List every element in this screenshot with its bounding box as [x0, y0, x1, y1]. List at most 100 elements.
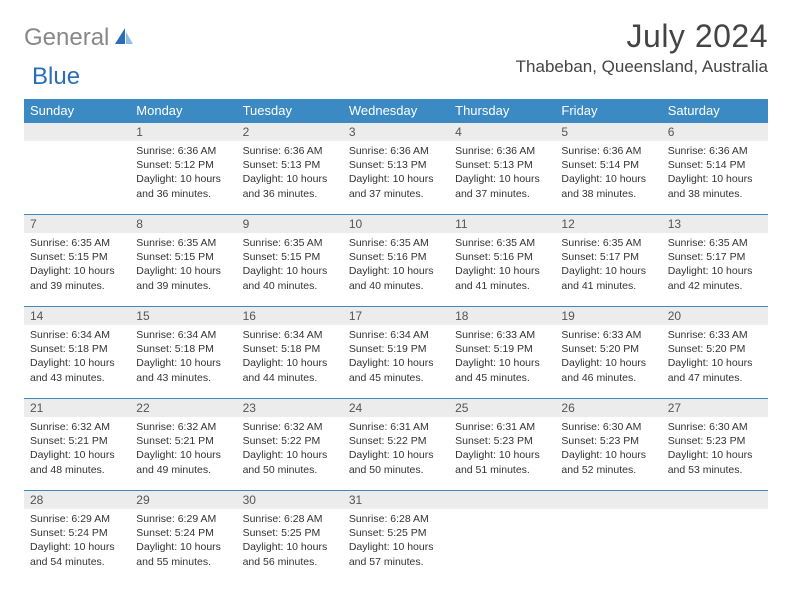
calendar-cell: 25Sunrise: 6:31 AMSunset: 5:23 PMDayligh…	[449, 399, 555, 491]
day-number: 22	[130, 399, 236, 417]
sunrise-text: Sunrise: 6:29 AM	[30, 512, 124, 526]
daylight-text: Daylight: 10 hours and 36 minutes.	[136, 172, 230, 200]
calendar-cell: 22Sunrise: 6:32 AMSunset: 5:21 PMDayligh…	[130, 399, 236, 491]
sunset-text: Sunset: 5:25 PM	[243, 526, 337, 540]
daylight-text: Daylight: 10 hours and 40 minutes.	[243, 264, 337, 292]
calendar-cell: 2Sunrise: 6:36 AMSunset: 5:13 PMDaylight…	[237, 123, 343, 215]
calendar-cell: 17Sunrise: 6:34 AMSunset: 5:19 PMDayligh…	[343, 307, 449, 399]
sunset-text: Sunset: 5:22 PM	[243, 434, 337, 448]
day-details: Sunrise: 6:35 AMSunset: 5:17 PMDaylight:…	[555, 233, 661, 297]
day-details: Sunrise: 6:35 AMSunset: 5:15 PMDaylight:…	[237, 233, 343, 297]
weekday-header: Wednesday	[343, 99, 449, 123]
sunrise-text: Sunrise: 6:31 AM	[455, 420, 549, 434]
location: Thabeban, Queensland, Australia	[516, 57, 768, 77]
calendar-week-row: 1Sunrise: 6:36 AMSunset: 5:12 PMDaylight…	[24, 123, 768, 215]
sunset-text: Sunset: 5:17 PM	[668, 250, 762, 264]
day-details: Sunrise: 6:30 AMSunset: 5:23 PMDaylight:…	[555, 417, 661, 481]
sunset-text: Sunset: 5:25 PM	[349, 526, 443, 540]
sunset-text: Sunset: 5:20 PM	[561, 342, 655, 356]
day-number: 3	[343, 123, 449, 141]
sunset-text: Sunset: 5:20 PM	[668, 342, 762, 356]
daylight-text: Daylight: 10 hours and 46 minutes.	[561, 356, 655, 384]
calendar-cell: 26Sunrise: 6:30 AMSunset: 5:23 PMDayligh…	[555, 399, 661, 491]
weekday-header: Tuesday	[237, 99, 343, 123]
daylight-text: Daylight: 10 hours and 48 minutes.	[30, 448, 124, 476]
day-number: 1	[130, 123, 236, 141]
sunrise-text: Sunrise: 6:35 AM	[349, 236, 443, 250]
day-details: Sunrise: 6:33 AMSunset: 5:20 PMDaylight:…	[555, 325, 661, 389]
day-number: 5	[555, 123, 661, 141]
day-number: 29	[130, 491, 236, 509]
calendar-cell: 8Sunrise: 6:35 AMSunset: 5:15 PMDaylight…	[130, 215, 236, 307]
title-block: July 2024 Thabeban, Queensland, Australi…	[516, 18, 768, 77]
sunrise-text: Sunrise: 6:34 AM	[30, 328, 124, 342]
daylight-text: Daylight: 10 hours and 40 minutes.	[349, 264, 443, 292]
sunrise-text: Sunrise: 6:35 AM	[30, 236, 124, 250]
calendar-cell: 14Sunrise: 6:34 AMSunset: 5:18 PMDayligh…	[24, 307, 130, 399]
day-number: 16	[237, 307, 343, 325]
day-details: Sunrise: 6:29 AMSunset: 5:24 PMDaylight:…	[24, 509, 130, 573]
sunrise-text: Sunrise: 6:36 AM	[455, 144, 549, 158]
daylight-text: Daylight: 10 hours and 56 minutes.	[243, 540, 337, 568]
daylight-text: Daylight: 10 hours and 36 minutes.	[243, 172, 337, 200]
calendar-cell: 29Sunrise: 6:29 AMSunset: 5:24 PMDayligh…	[130, 491, 236, 583]
calendar-cell: 31Sunrise: 6:28 AMSunset: 5:25 PMDayligh…	[343, 491, 449, 583]
day-details: Sunrise: 6:35 AMSunset: 5:16 PMDaylight:…	[343, 233, 449, 297]
day-number: 20	[662, 307, 768, 325]
day-details: Sunrise: 6:35 AMSunset: 5:17 PMDaylight:…	[662, 233, 768, 297]
sunset-text: Sunset: 5:19 PM	[455, 342, 549, 356]
day-details: Sunrise: 6:30 AMSunset: 5:23 PMDaylight:…	[662, 417, 768, 481]
daylight-text: Daylight: 10 hours and 50 minutes.	[349, 448, 443, 476]
daylight-text: Daylight: 10 hours and 50 minutes.	[243, 448, 337, 476]
day-details: Sunrise: 6:35 AMSunset: 5:15 PMDaylight:…	[130, 233, 236, 297]
day-number: 13	[662, 215, 768, 233]
calendar-table: Sunday Monday Tuesday Wednesday Thursday…	[24, 99, 768, 583]
day-number: 19	[555, 307, 661, 325]
day-number: 27	[662, 399, 768, 417]
day-details: Sunrise: 6:36 AMSunset: 5:13 PMDaylight:…	[449, 141, 555, 205]
day-details: Sunrise: 6:33 AMSunset: 5:19 PMDaylight:…	[449, 325, 555, 389]
calendar-cell: 23Sunrise: 6:32 AMSunset: 5:22 PMDayligh…	[237, 399, 343, 491]
daylight-text: Daylight: 10 hours and 37 minutes.	[349, 172, 443, 200]
sunrise-text: Sunrise: 6:28 AM	[349, 512, 443, 526]
calendar-cell: 12Sunrise: 6:35 AMSunset: 5:17 PMDayligh…	[555, 215, 661, 307]
sunrise-text: Sunrise: 6:28 AM	[243, 512, 337, 526]
empty-day	[662, 491, 768, 509]
weekday-header: Friday	[555, 99, 661, 123]
calendar-week-row: 21Sunrise: 6:32 AMSunset: 5:21 PMDayligh…	[24, 399, 768, 491]
sunrise-text: Sunrise: 6:36 AM	[243, 144, 337, 158]
weekday-header: Monday	[130, 99, 236, 123]
sunset-text: Sunset: 5:19 PM	[349, 342, 443, 356]
logo: General	[24, 24, 137, 52]
sunset-text: Sunset: 5:16 PM	[349, 250, 443, 264]
daylight-text: Daylight: 10 hours and 55 minutes.	[136, 540, 230, 568]
day-number: 6	[662, 123, 768, 141]
day-details: Sunrise: 6:36 AMSunset: 5:12 PMDaylight:…	[130, 141, 236, 205]
empty-day	[555, 491, 661, 509]
daylight-text: Daylight: 10 hours and 51 minutes.	[455, 448, 549, 476]
calendar-cell: 28Sunrise: 6:29 AMSunset: 5:24 PMDayligh…	[24, 491, 130, 583]
logo-text-gray: General	[24, 24, 109, 52]
calendar-cell: 16Sunrise: 6:34 AMSunset: 5:18 PMDayligh…	[237, 307, 343, 399]
weekday-header: Sunday	[24, 99, 130, 123]
sunrise-text: Sunrise: 6:35 AM	[561, 236, 655, 250]
daylight-text: Daylight: 10 hours and 38 minutes.	[668, 172, 762, 200]
daylight-text: Daylight: 10 hours and 39 minutes.	[30, 264, 124, 292]
calendar-cell: 27Sunrise: 6:30 AMSunset: 5:23 PMDayligh…	[662, 399, 768, 491]
sunset-text: Sunset: 5:14 PM	[668, 158, 762, 172]
day-details: Sunrise: 6:34 AMSunset: 5:19 PMDaylight:…	[343, 325, 449, 389]
sunset-text: Sunset: 5:15 PM	[30, 250, 124, 264]
calendar-cell: 11Sunrise: 6:35 AMSunset: 5:16 PMDayligh…	[449, 215, 555, 307]
daylight-text: Daylight: 10 hours and 41 minutes.	[455, 264, 549, 292]
daylight-text: Daylight: 10 hours and 45 minutes.	[349, 356, 443, 384]
sunset-text: Sunset: 5:14 PM	[561, 158, 655, 172]
sunrise-text: Sunrise: 6:33 AM	[455, 328, 549, 342]
sunset-text: Sunset: 5:23 PM	[668, 434, 762, 448]
daylight-text: Daylight: 10 hours and 43 minutes.	[30, 356, 124, 384]
sunset-text: Sunset: 5:16 PM	[455, 250, 549, 264]
day-details: Sunrise: 6:33 AMSunset: 5:20 PMDaylight:…	[662, 325, 768, 389]
sunrise-text: Sunrise: 6:30 AM	[561, 420, 655, 434]
calendar-cell	[662, 491, 768, 583]
calendar-cell: 30Sunrise: 6:28 AMSunset: 5:25 PMDayligh…	[237, 491, 343, 583]
daylight-text: Daylight: 10 hours and 52 minutes.	[561, 448, 655, 476]
